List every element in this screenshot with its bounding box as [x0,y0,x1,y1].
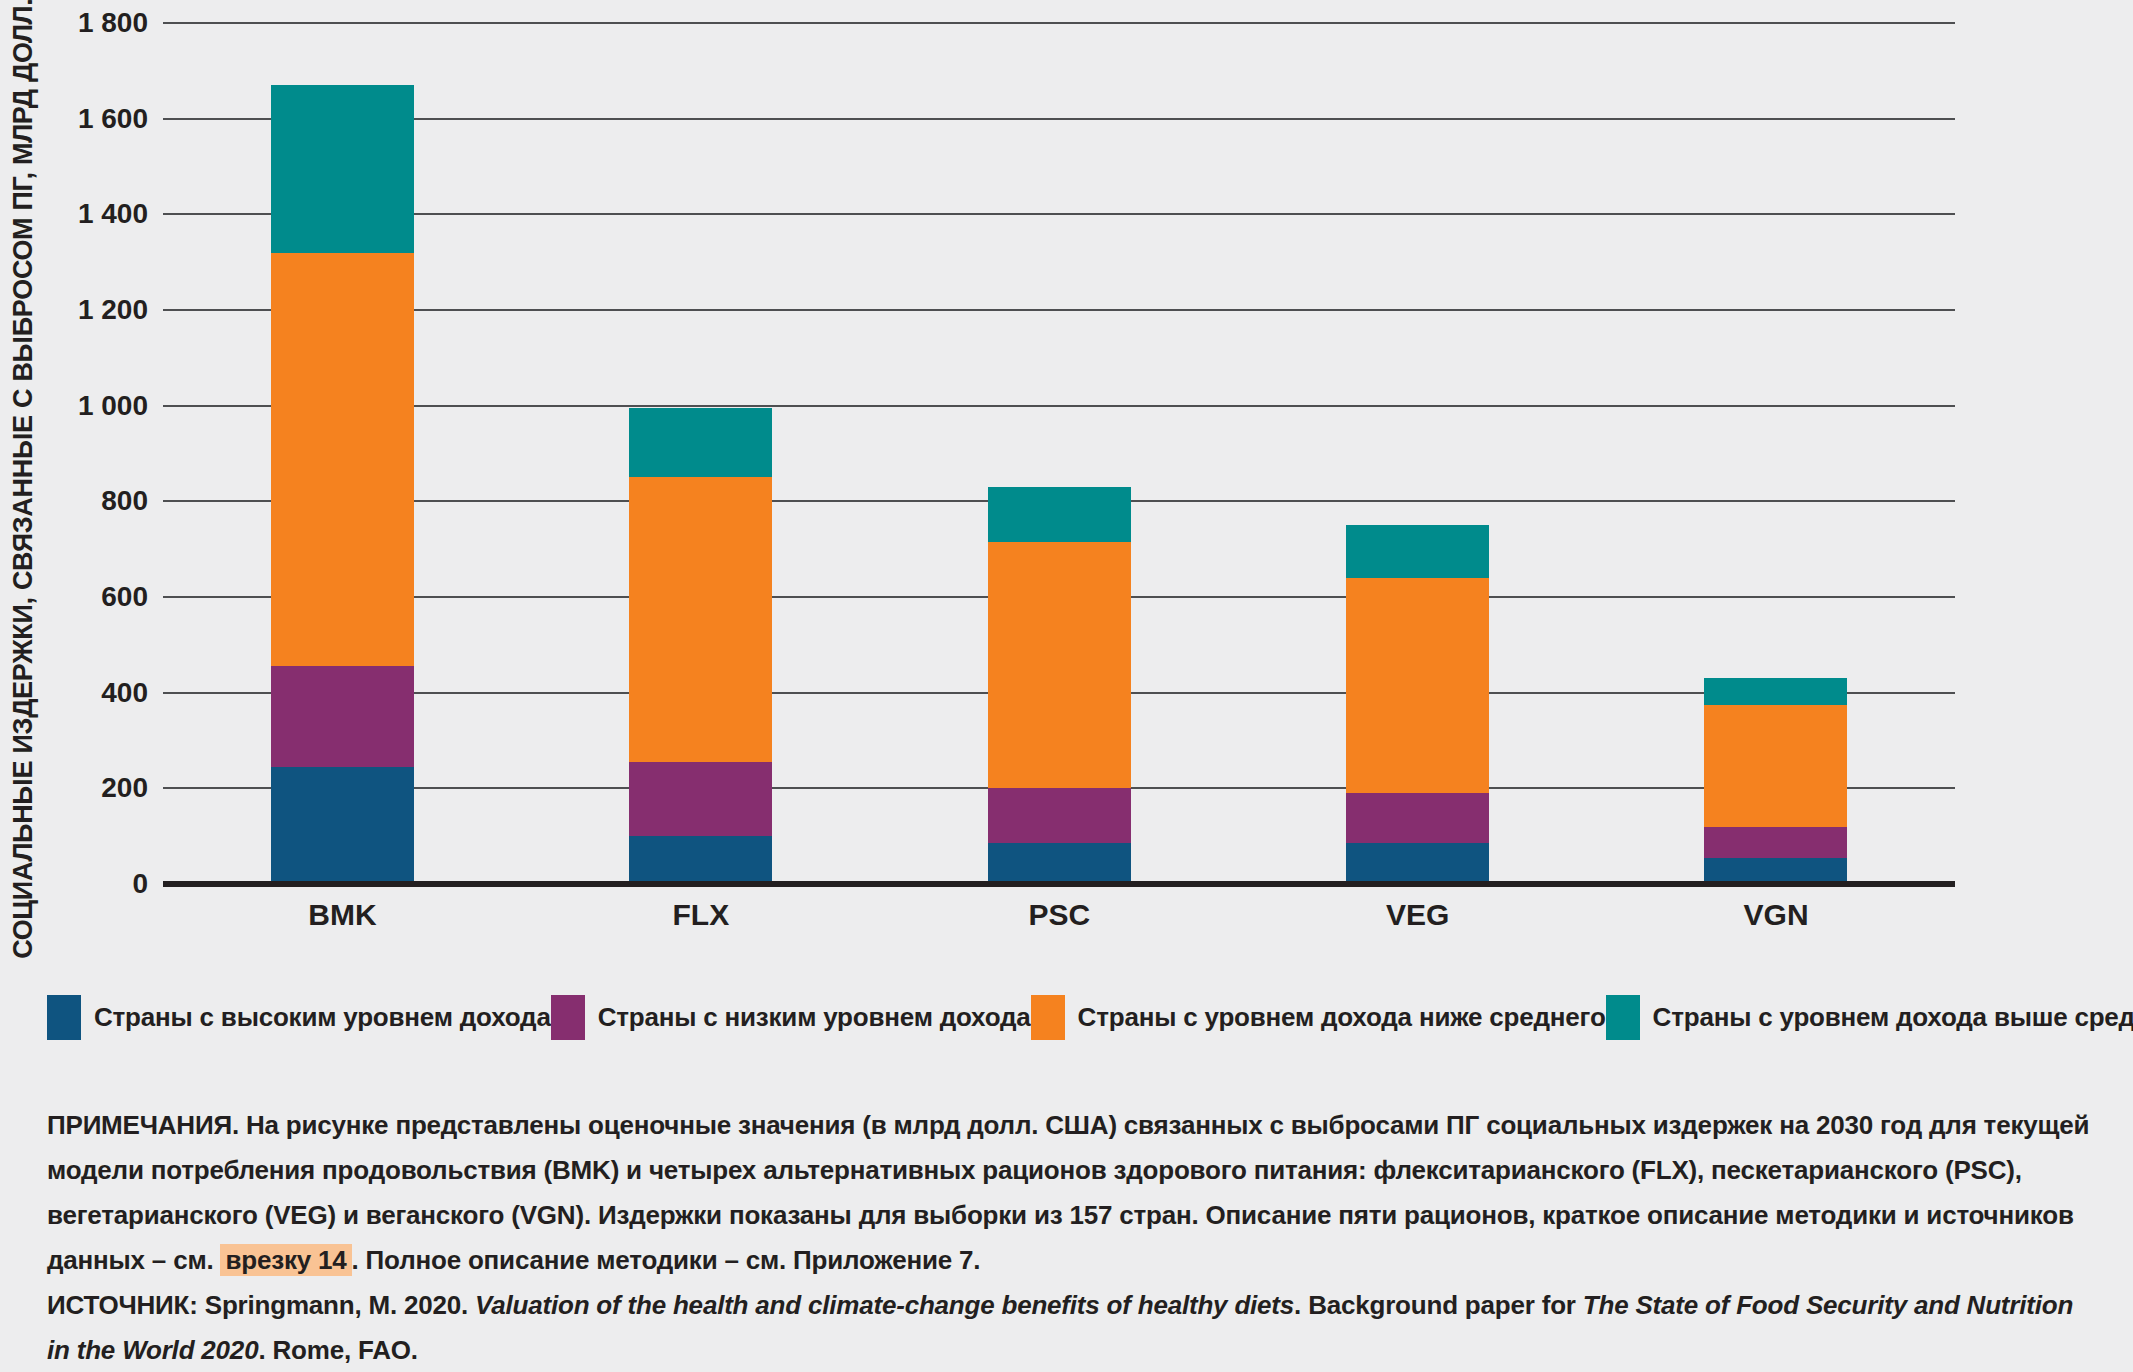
legend-swatch-icon [1031,995,1065,1040]
notes-paragraph: ПРИМЕЧАНИЯ. На рисунке представлены оцен… [47,1103,2097,1283]
x-axis-category-labels: BMKFLXPSCVEGVGN [163,898,1955,938]
note-text: . Background paper for [1294,1290,1583,1320]
bar-segment-VGN [1704,827,1847,858]
note-text: Valuation of the health and climate-chan… [475,1290,1294,1320]
x-axis-line [163,881,1955,887]
bar-segment-BMK [271,85,414,252]
bar-segment-VEG [1346,525,1489,578]
x-label-BMK: BMK [163,898,522,932]
gridline-1400 [163,213,1955,215]
x-label-PSC: PSC [880,898,1239,932]
y-tick-label-0: 0 [132,869,148,899]
gridline-1200 [163,309,1955,311]
bar-segment-VGN [1704,705,1847,827]
plot-area [163,23,1955,884]
y-tick-label-1200: 1 200 [78,295,148,325]
y-axis-tick-labels: 02004006008001 0001 2001 4001 6001 800 [46,23,148,884]
y-tick-label-200: 200 [101,773,148,803]
y-tick-label-1800: 1 800 [78,8,148,38]
bar-segment-BMK [271,253,414,667]
x-label-VEG: VEG [1238,898,1597,932]
bar-PSC [988,487,1131,884]
legend-label: Страны с уровнем дохода выше среднего [1653,1002,2133,1033]
notes-label: ПРИМЕЧАНИЯ. [47,1110,239,1140]
y-tick-label-800: 800 [101,486,148,516]
legend: Страны с высоким уровнем дохода Страны с … [47,995,2099,1040]
legend-label: Страны с низким уровнем дохода [598,1002,1031,1033]
gridline-1800 [163,22,1955,24]
bar-segment-BMK [271,666,414,766]
notes-block: ПРИМЕЧАНИЯ. На рисунке представлены оцен… [47,1103,2097,1372]
source-label: ИСТОЧНИК: [47,1290,198,1320]
bar-segment-BMK [271,767,414,884]
bar-VEG [1346,525,1489,884]
x-label-VGN: VGN [1597,898,1956,932]
legend-label: Страны с уровнем дохода ниже среднего [1078,1002,1606,1033]
bar-segment-PSC [988,487,1131,542]
legend-item: Страны с уровнем дохода ниже среднего [1031,995,1606,1040]
y-tick-label-1400: 1 400 [78,199,148,229]
bar-segment-FLX [629,836,772,884]
source-paragraph: ИСТОЧНИК: Springmann, M. 2020. Valuation… [47,1283,2097,1372]
bar-segment-VEG [1346,578,1489,793]
bar-BMK [271,85,414,884]
gridline-1000 [163,405,1955,407]
bar-segment-VEG [1346,793,1489,843]
gridline-1600 [163,118,1955,120]
legend-swatch-icon [1606,995,1640,1040]
legend-swatch-icon [551,995,585,1040]
bar-FLX [629,408,772,884]
bar-segment-VEG [1346,843,1489,884]
legend-swatch-icon [47,995,81,1040]
y-axis-title: СОЦИАЛЬНЫЕ ИЗДЕРЖКИ, СВЯЗАННЫЕ С ВЫБРОСО… [8,0,39,958]
y-axis-title-wrap: СОЦИАЛЬНЫЕ ИЗДЕРЖКИ, СВЯЗАННЫЕ С ВЫБРОСО… [0,0,46,884]
y-tick-label-1600: 1 600 [78,104,148,134]
stacked-bar-chart-figure: СОЦИАЛЬНЫЕ ИЗДЕРЖКИ, СВЯЗАННЫЕ С ВЫБРОСО… [0,0,2133,1372]
legend-label: Страны с высоким уровнем дохода [94,1002,551,1033]
legend-item: Страны с высоким уровнем дохода [47,995,551,1040]
bar-VGN [1704,678,1847,884]
bar-segment-FLX [629,477,772,762]
bar-segment-FLX [629,762,772,836]
y-tick-label-600: 600 [101,582,148,612]
note-text: . Rome, FAO. [258,1335,417,1365]
y-tick-label-1000: 1 000 [78,391,148,421]
note-text: Springmann, M. 2020. [198,1290,475,1320]
note-highlighted-text: врезку 14 [220,1244,351,1276]
bar-segment-PSC [988,788,1131,843]
x-label-FLX: FLX [521,898,880,932]
bar-segment-PSC [988,542,1131,788]
legend-item: Страны с уровнем дохода выше среднего [1606,995,2133,1040]
legend-item: Страны с низким уровнем дохода [551,995,1031,1040]
bar-segment-PSC [988,843,1131,884]
bar-segment-FLX [629,408,772,477]
y-tick-label-400: 400 [101,678,148,708]
note-text: . Полное описание методики – см. Приложе… [352,1245,981,1275]
bar-segment-VGN [1704,678,1847,704]
